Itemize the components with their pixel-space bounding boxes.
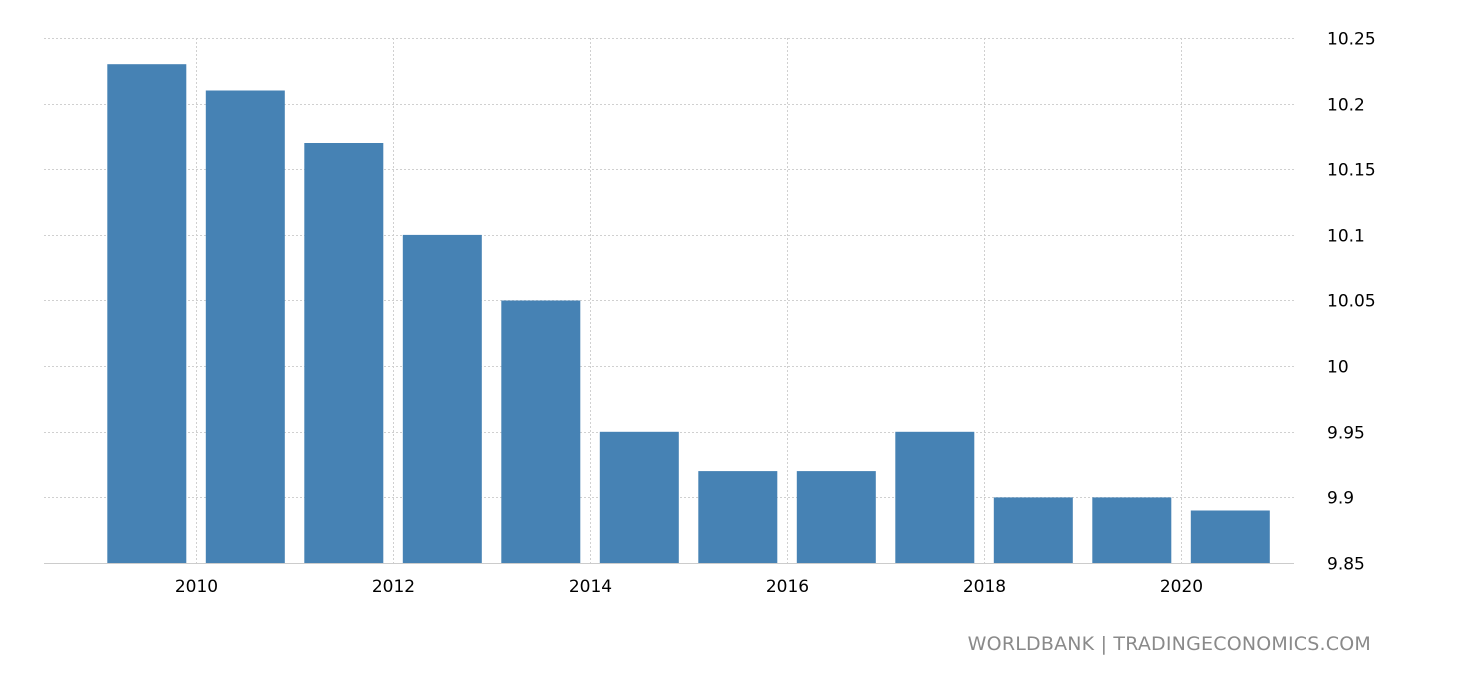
bar xyxy=(1190,510,1270,563)
x-tick-label: 2014 xyxy=(569,577,612,597)
bar xyxy=(1092,497,1172,563)
x-tick-label: 2012 xyxy=(372,577,415,597)
x-tick-label: 2010 xyxy=(175,577,218,597)
bar xyxy=(895,431,975,563)
y-tick-label: 10.25 xyxy=(1327,30,1376,50)
bar xyxy=(993,497,1073,563)
x-tick-label: 2018 xyxy=(963,577,1006,597)
y-tick-label: 10.05 xyxy=(1327,292,1376,312)
source-credit: WORLDBANK | TRADINGECONOMICS.COM xyxy=(967,633,1371,655)
y-tick-label: 10 xyxy=(1327,358,1349,378)
y-tick-label: 9.95 xyxy=(1327,424,1365,444)
y-tick-label: 9.9 xyxy=(1327,489,1354,509)
bar xyxy=(304,143,384,563)
bar xyxy=(698,471,778,563)
y-tick-label: 10.2 xyxy=(1327,96,1365,116)
bar xyxy=(107,64,187,563)
x-tick-label: 2020 xyxy=(1160,577,1203,597)
x-tick-label: 2016 xyxy=(766,577,809,597)
bar xyxy=(402,234,482,563)
y-tick-label: 10.15 xyxy=(1327,161,1376,181)
y-tick-label: 9.85 xyxy=(1327,555,1365,575)
bar xyxy=(501,300,581,563)
bars xyxy=(107,64,1270,563)
bar xyxy=(205,90,285,563)
x-axis-tick-labels: 2010 2012 2014 2016 2018 2020 xyxy=(175,577,1203,597)
bar xyxy=(796,471,876,563)
bar xyxy=(599,431,679,563)
y-axis-tick-labels: 9.85 9.9 9.95 10 10.05 10.1 10.15 10.2 10.25 xyxy=(1327,30,1376,575)
y-tick-label: 10.1 xyxy=(1327,227,1365,247)
